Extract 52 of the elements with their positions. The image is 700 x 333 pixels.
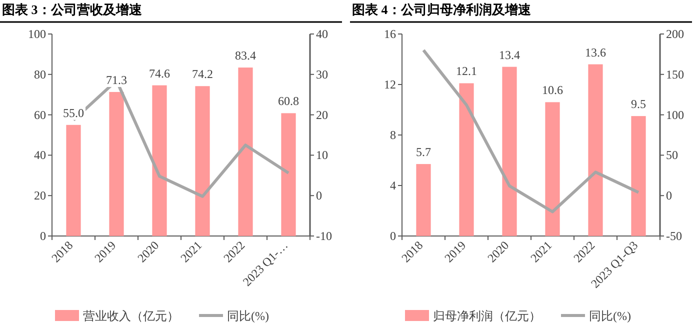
data-label: 74.2 bbox=[192, 67, 213, 82]
data-label: 13.4 bbox=[499, 48, 520, 62]
y2-tick-label: 200 bbox=[666, 27, 684, 41]
legend-label: 营业收入（亿元） bbox=[83, 309, 179, 323]
data-label: 10.6 bbox=[542, 83, 563, 98]
data-label: 60.8 bbox=[278, 94, 299, 108]
data-label: 83.4 bbox=[235, 48, 256, 63]
data-label: 74.6 bbox=[149, 66, 170, 80]
chart-title: 图表 4：公司归母净利润及增速 bbox=[352, 2, 532, 17]
bar bbox=[238, 68, 253, 236]
y-tick-label: 80 bbox=[34, 67, 46, 82]
bar bbox=[545, 102, 560, 236]
y-tick-label: 20 bbox=[34, 188, 46, 203]
y-tick-label: 100 bbox=[28, 27, 46, 41]
data-label: 55.0 bbox=[63, 106, 84, 120]
legend-label: 同比(%) bbox=[589, 309, 631, 323]
y2-tick-label: 150 bbox=[666, 67, 684, 82]
bar bbox=[281, 113, 296, 236]
legend-label: 归母净利润（亿元） bbox=[433, 309, 541, 323]
bar bbox=[416, 164, 431, 236]
bar bbox=[195, 86, 210, 236]
y2-tick-label: 50 bbox=[666, 148, 678, 162]
bar bbox=[66, 124, 81, 236]
y-tick-label: 60 bbox=[34, 108, 46, 122]
y2-tick-label: 30 bbox=[316, 67, 328, 82]
y2-tick-label: 0 bbox=[316, 188, 322, 203]
y-tick-label: 40 bbox=[34, 148, 46, 162]
data-label: 5.7 bbox=[416, 145, 431, 160]
y2-tick-label: -10 bbox=[316, 229, 332, 243]
data-label: 9.5 bbox=[631, 97, 646, 112]
legend-label: 同比(%) bbox=[227, 309, 269, 323]
y2-tick-label: 20 bbox=[316, 108, 328, 122]
bar bbox=[109, 92, 124, 236]
y2-tick-label: 100 bbox=[666, 108, 684, 122]
y-tick-label: 16 bbox=[384, 27, 396, 41]
data-label: 12.1 bbox=[456, 64, 477, 78]
bar bbox=[502, 66, 517, 236]
y2-tick-label: -50 bbox=[666, 229, 682, 243]
bar bbox=[152, 85, 167, 236]
y-tick-label: 8 bbox=[390, 128, 396, 142]
y2-tick-label: 0 bbox=[666, 188, 672, 203]
data-label: 13.6 bbox=[585, 45, 606, 60]
y-tick-label: 0 bbox=[40, 229, 46, 243]
y-tick-label: 4 bbox=[390, 178, 396, 192]
chart-title: 图表 3：公司营收及增速 bbox=[2, 2, 143, 17]
bar bbox=[631, 116, 646, 236]
y2-tick-label: 40 bbox=[316, 27, 328, 41]
bar bbox=[459, 83, 474, 236]
y-tick-label: 12 bbox=[384, 78, 396, 92]
y2-tick-label: 10 bbox=[316, 148, 328, 162]
bar bbox=[588, 64, 603, 236]
y-tick-label: 0 bbox=[390, 229, 396, 243]
